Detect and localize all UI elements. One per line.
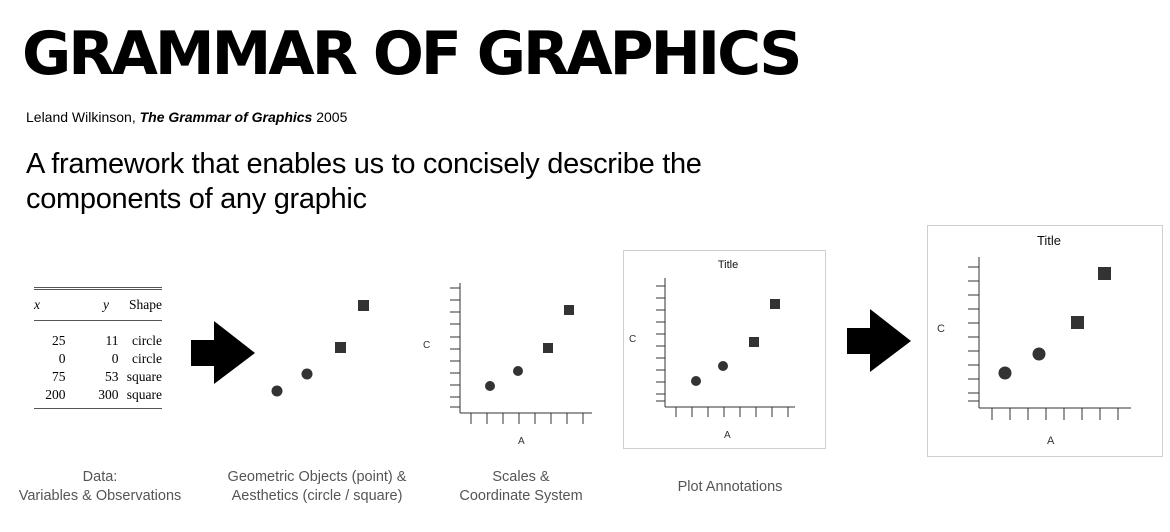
- right-arrow-icon: [191, 321, 255, 384]
- cell-shape: circle: [132, 351, 162, 366]
- caption-data: Data: Variables & Observations: [0, 468, 200, 506]
- point-square: [358, 300, 369, 311]
- scales-panel: C A: [423, 283, 592, 447]
- x-axis-label: A: [724, 430, 731, 441]
- y-axis-label: C: [423, 340, 430, 351]
- citation-author: Leland Wilkinson,: [26, 109, 140, 125]
- table-row: 200 300 square: [34, 386, 162, 409]
- caption-line: Aesthetics (circle / square): [231, 488, 403, 504]
- right-arrow-icon: [847, 309, 911, 372]
- caption-geom: Geometric Objects (point) & Aesthetics (…: [207, 468, 427, 506]
- cell-y: 0: [111, 351, 119, 366]
- point-square: [543, 343, 553, 353]
- plot-title: Title: [718, 259, 738, 271]
- cell-y: 11: [105, 333, 119, 348]
- point-circle: [301, 368, 313, 380]
- y-axis-label: C: [629, 334, 636, 345]
- cell-x: 0: [58, 351, 66, 366]
- caption-line: Coordinate System: [459, 488, 583, 504]
- caption-annotations: Plot Annotations: [677, 479, 783, 495]
- citation-book: The Grammar of Graphics: [139, 109, 313, 125]
- caption-scales: Scales & Coordinate System: [435, 468, 607, 506]
- page-title: GRAMMAR OF GRAPHICS: [22, 19, 802, 89]
- citation-year: 2005: [312, 109, 348, 125]
- point-square: [564, 305, 574, 315]
- x-axis-label: A: [1047, 435, 1055, 447]
- cell-x: 75: [52, 369, 66, 384]
- final-plot-frame: [927, 225, 1163, 457]
- citation: Leland Wilkinson, The Grammar of Graphic…: [26, 109, 347, 125]
- header-y: y: [93, 287, 119, 321]
- table-row: 0 0 circle: [34, 350, 162, 368]
- point-circle: [1032, 347, 1046, 361]
- geom-panel: [271, 300, 369, 397]
- caption-line: Data:: [82, 469, 118, 485]
- point-square: [749, 337, 759, 347]
- y-axis-label: C: [937, 323, 945, 335]
- data-table: x y Shape 25 11 circle 0 0 circle 75 53 …: [34, 287, 162, 409]
- cell-x: 200: [34, 386, 94, 409]
- header-x: x: [34, 287, 94, 321]
- cell-shape: square: [126, 369, 162, 384]
- point-circle: [998, 366, 1012, 380]
- cell-shape: circle: [132, 333, 162, 348]
- point-circle: [718, 361, 728, 371]
- point-circle: [691, 376, 701, 386]
- point-circle: [513, 366, 523, 376]
- cell-y: 300: [93, 386, 119, 409]
- plot-title: Title: [1037, 233, 1061, 248]
- point-square: [335, 342, 346, 353]
- caption-line: Geometric Objects (point) &: [227, 469, 407, 485]
- lead-text: A framework that enables us to concisely…: [26, 148, 702, 215]
- table-header-row: x y Shape: [34, 287, 162, 321]
- cell-y: 53: [105, 369, 119, 384]
- table-row: 25 11 circle: [34, 321, 162, 351]
- header-shape: Shape: [118, 287, 162, 321]
- cell-x: 25: [52, 333, 66, 348]
- table-row: 75 53 square: [34, 368, 162, 386]
- annotations-panel: Title C A: [629, 259, 795, 441]
- caption-line: Scales &: [492, 469, 550, 485]
- caption-line: Variables & Observations: [18, 488, 182, 504]
- cell-shape: square: [118, 386, 162, 409]
- x-axis-label: A: [518, 436, 525, 447]
- point-square: [1098, 267, 1111, 280]
- final-plot-panel: Title C A: [937, 233, 1131, 447]
- point-circle: [271, 385, 283, 397]
- point-square: [1071, 316, 1084, 329]
- point-circle: [485, 381, 495, 391]
- point-square: [770, 299, 780, 309]
